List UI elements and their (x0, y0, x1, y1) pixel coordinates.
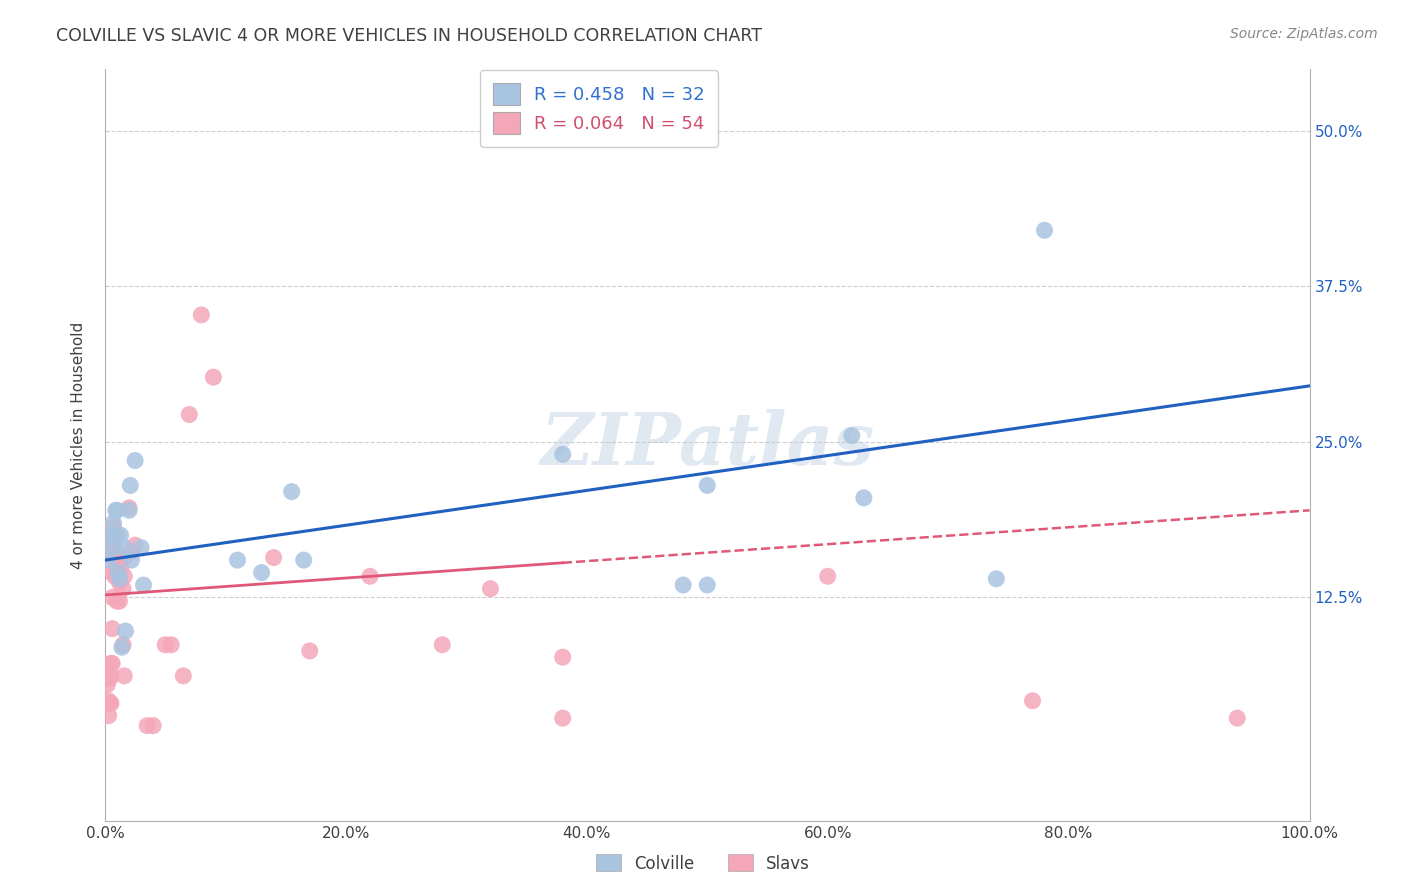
Point (112, 638, 135, 652)
Point (101, 541, 124, 555)
Point (179, 408, 201, 422)
Point (132, 578, 155, 592)
Point (696, 478, 718, 492)
Point (112, 541, 135, 555)
Point (124, 453, 146, 467)
Point (101, 591, 124, 605)
Point (817, 569, 839, 583)
Point (104, 538, 127, 552)
Point (101, 566, 124, 580)
Point (124, 538, 146, 552)
Point (142, 718, 165, 732)
Point (120, 478, 142, 492)
Point (672, 578, 695, 592)
Point (112, 569, 135, 583)
Point (118, 500, 141, 515)
Point (172, 669, 194, 683)
Point (986, 572, 1008, 586)
Point (280, 484, 302, 499)
Point (129, 541, 152, 555)
Point (111, 640, 134, 655)
Point (108, 594, 131, 608)
Text: COLVILLE VS SLAVIC 4 OR MORE VEHICLES IN HOUSEHOLD CORRELATION CHART: COLVILLE VS SLAVIC 4 OR MORE VEHICLES IN… (56, 27, 762, 45)
Point (97, 553, 120, 567)
Point (103, 519, 125, 533)
Point (107, 566, 129, 580)
Point (96, 677, 118, 691)
Point (118, 503, 141, 517)
Point (100, 528, 122, 542)
Point (103, 532, 125, 546)
Point (121, 553, 143, 567)
Legend: Colville, Slavs: Colville, Slavs (589, 847, 817, 880)
Point (104, 550, 127, 565)
Point (108, 572, 131, 586)
Point (479, 582, 502, 596)
Point (112, 669, 135, 683)
Point (1033, 223, 1056, 237)
Point (136, 718, 159, 732)
Point (98, 671, 121, 685)
Point (298, 644, 321, 658)
Point (292, 553, 315, 567)
Point (105, 550, 128, 565)
Point (551, 711, 574, 725)
Point (100, 657, 122, 671)
Y-axis label: 4 or more Vehicles in Household: 4 or more Vehicles in Household (72, 321, 86, 568)
Point (841, 428, 863, 442)
Point (110, 528, 132, 542)
Point (1021, 694, 1043, 708)
Point (696, 578, 718, 592)
Point (103, 516, 125, 530)
Text: Source: ZipAtlas.com: Source: ZipAtlas.com (1230, 27, 1378, 41)
Point (202, 370, 225, 384)
Point (97, 708, 120, 723)
Point (852, 491, 875, 505)
Point (110, 562, 132, 576)
Text: ZIPatlas: ZIPatlas (540, 409, 875, 481)
Point (101, 541, 124, 555)
Point (155, 638, 177, 652)
Legend: R = 0.458   N = 32, R = 0.064   N = 54: R = 0.458 N = 32, R = 0.064 N = 54 (479, 70, 717, 146)
Point (112, 582, 135, 596)
Point (104, 562, 127, 576)
Point (100, 669, 122, 683)
Point (432, 638, 454, 652)
Point (359, 569, 381, 583)
Point (101, 657, 124, 671)
Point (121, 544, 143, 558)
Point (190, 308, 212, 322)
Point (107, 569, 129, 583)
Point (105, 594, 128, 608)
Point (104, 569, 127, 583)
Point (263, 550, 285, 565)
Point (160, 638, 183, 652)
Point (104, 550, 127, 565)
Point (100, 696, 122, 710)
Point (1226, 711, 1249, 725)
Point (551, 447, 574, 461)
Point (250, 566, 273, 580)
Point (97, 694, 120, 708)
Point (105, 528, 128, 542)
Point (103, 532, 125, 546)
Point (98, 696, 121, 710)
Point (551, 650, 574, 665)
Point (101, 622, 124, 636)
Point (112, 550, 135, 565)
Point (107, 569, 129, 583)
Point (104, 503, 127, 517)
Point (105, 503, 128, 517)
Point (108, 575, 131, 590)
Point (226, 553, 249, 567)
Point (114, 624, 136, 638)
Point (104, 528, 127, 542)
